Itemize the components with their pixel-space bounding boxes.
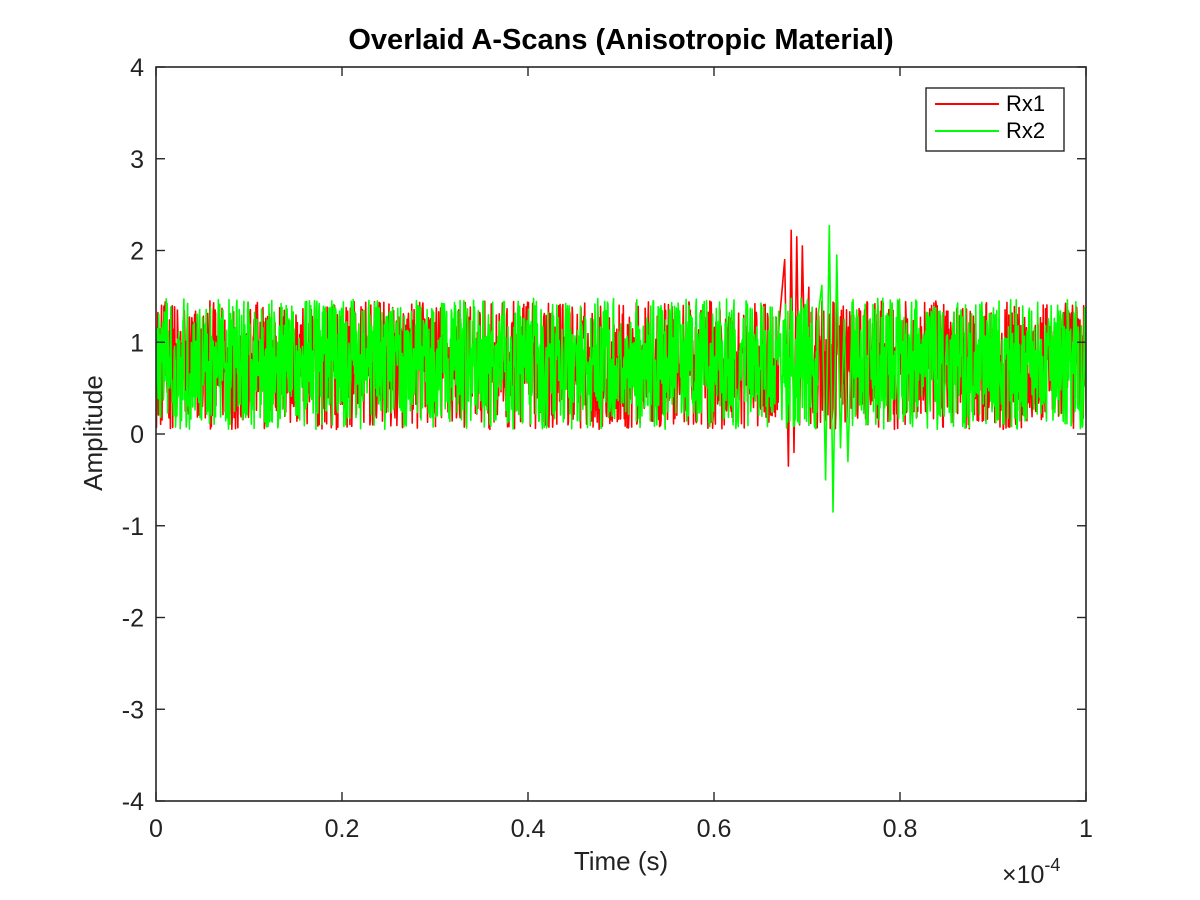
x-tick-label: 1 — [1079, 815, 1093, 843]
x-axis-multiplier: ×10-4 — [1002, 855, 1060, 889]
x-tick-labels: 0 0.2 0.4 0.6 0.8 1 — [149, 815, 1093, 843]
y-tick-label: -1 — [122, 513, 144, 541]
y-tick-label: 4 — [130, 54, 144, 82]
x-tick-label: 0.8 — [883, 815, 918, 843]
x-tick-label: 0 — [149, 815, 163, 843]
y-tick-label: -2 — [122, 605, 144, 633]
series-layer — [156, 224, 1086, 513]
x-tick-label: 0.6 — [697, 815, 732, 843]
plot-area — [156, 67, 1086, 801]
legend-label-rx2: Rx2 — [1006, 118, 1045, 143]
y-tick-label: 1 — [130, 329, 144, 357]
y-tick-labels: -4 -3 -2 -1 0 1 2 3 4 — [122, 54, 144, 816]
x-tick-label: 0.4 — [511, 815, 546, 843]
x-multiplier-exponent: -4 — [1044, 855, 1060, 875]
legend-label-rx1: Rx1 — [1006, 91, 1045, 116]
y-tick-label: 0 — [130, 421, 144, 449]
chart-title: Overlaid A-Scans (Anisotropic Material) — [348, 24, 893, 56]
x-tick-label: 0.2 — [325, 815, 360, 843]
x-multiplier-prefix: ×10 — [1002, 861, 1044, 889]
y-tick-label: -4 — [122, 788, 144, 816]
y-tick-label: 2 — [130, 238, 144, 266]
legend-box — [925, 87, 1065, 152]
y-tick-label: 3 — [130, 146, 144, 174]
y-tick-label: -3 — [122, 696, 144, 724]
plot-frame — [155, 66, 1087, 802]
legend: Rx1 Rx2 — [925, 87, 1065, 152]
series-line-rx2 — [156, 224, 1086, 513]
x-axis-label: Time (s) — [574, 846, 668, 876]
y-axis-label: Amplitude — [78, 375, 108, 491]
